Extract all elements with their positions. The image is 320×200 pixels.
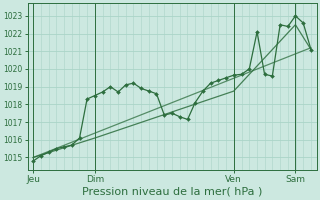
X-axis label: Pression niveau de la mer( hPa ): Pression niveau de la mer( hPa )	[82, 187, 262, 197]
